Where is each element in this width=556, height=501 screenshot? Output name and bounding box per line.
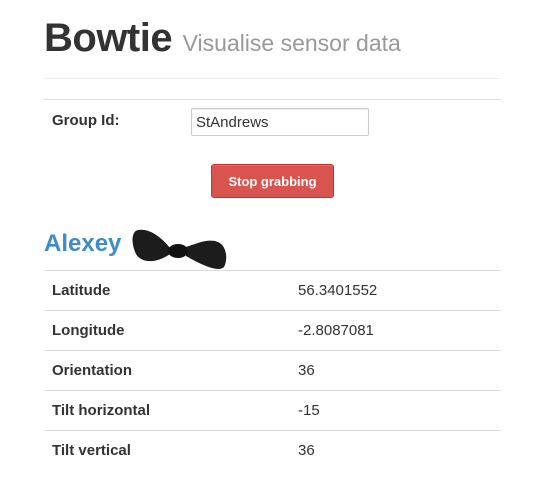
row-label: Tilt horizontal	[44, 390, 290, 431]
sensor-data-table: Latitude 56.3401552 Longitude -2.8087081 Ori…	[44, 270, 501, 471]
page-title: Bowtie	[44, 16, 173, 60]
person-name: Alexey	[44, 230, 122, 257]
stop-grabbing-button[interactable]: Stop grabbing	[211, 164, 334, 198]
row-label: Latitude	[44, 270, 290, 311]
group-id-input[interactable]	[191, 108, 369, 136]
page-header: Bowtie Visualise sensor data	[44, 16, 401, 61]
table-row: Tilt horizontal -15	[44, 390, 501, 431]
bowtie-icon	[132, 229, 227, 269]
row-label: Longitude	[44, 310, 290, 351]
row-value: -15	[290, 390, 501, 431]
table-row: Latitude 56.3401552	[44, 270, 501, 311]
table-row: Tilt vertical 36	[44, 430, 501, 471]
row-value: 36	[290, 350, 501, 391]
row-value: 36	[290, 430, 501, 471]
table-row: Orientation 36	[44, 350, 501, 391]
group-id-label: Group Id:	[52, 112, 120, 129]
row-value: 56.3401552	[290, 270, 501, 311]
row-label: Tilt vertical	[44, 430, 290, 471]
header-divider	[44, 78, 501, 79]
page-subtitle: Visualise sensor data	[182, 30, 401, 56]
form-divider	[44, 99, 501, 100]
table-row: Longitude -2.8087081	[44, 310, 501, 351]
row-label: Orientation	[44, 350, 290, 391]
row-value: -2.8087081	[290, 310, 501, 351]
